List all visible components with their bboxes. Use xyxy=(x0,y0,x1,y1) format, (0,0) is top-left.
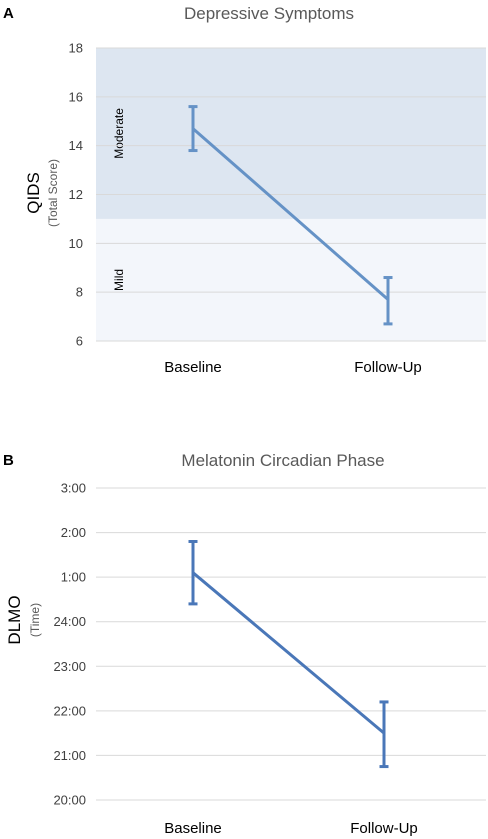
x-tick-label: Follow-Up xyxy=(354,359,422,376)
y-tick-label: 3:00 xyxy=(61,481,86,496)
y-tick-label: 10 xyxy=(69,236,83,251)
y-tick-label: 24:00 xyxy=(53,614,86,629)
band-moderate xyxy=(96,48,486,219)
band-label-moderate: Moderate xyxy=(112,108,126,159)
panel-b: B Melatonin Circadian Phase 20:00 21:00 22… xyxy=(3,451,486,837)
severity-bands: Mild Moderate xyxy=(96,48,486,341)
y-tick-label: 16 xyxy=(69,89,83,104)
y-tick-labels: 20:00 21:00 22:00 23:00 24:00 1:00 2:00 3:00 xyxy=(53,481,86,808)
y-tick-label: 12 xyxy=(69,187,83,202)
y-tick-label: 18 xyxy=(69,41,83,56)
series xyxy=(188,105,393,326)
y-tick-label: 6 xyxy=(76,334,83,349)
y-tick-label: 23:00 xyxy=(53,659,86,674)
x-tick-labels: Baseline Follow-Up xyxy=(164,359,422,376)
series-line xyxy=(192,571,385,735)
panel-letter: B xyxy=(3,452,14,469)
y-tick-label: 21:00 xyxy=(53,748,86,763)
y-axis-title: DLMO xyxy=(5,595,24,644)
chart-title: Melatonin Circadian Phase xyxy=(181,451,384,470)
x-tick-label: Follow-Up xyxy=(350,820,418,837)
chart-title: Depressive Symptoms xyxy=(184,4,354,23)
panel-a: Mild Moderate A Depressive Symptoms 6 8 10 1… xyxy=(3,4,486,376)
y-tick-label: 20:00 xyxy=(53,793,86,808)
y-axis-subtitle: (Time) xyxy=(28,603,42,637)
series-line xyxy=(192,127,389,301)
y-tick-label: 22:00 xyxy=(53,703,86,718)
gridlines xyxy=(96,47,486,342)
panel-letter: A xyxy=(3,5,14,22)
y-tick-label: 8 xyxy=(76,285,83,300)
y-axis-title: QIDS xyxy=(24,172,43,214)
y-tick-labels: 6 8 10 12 14 16 18 xyxy=(69,41,83,349)
y-tick-label: 1:00 xyxy=(61,570,86,585)
series xyxy=(188,539,389,769)
x-tick-label: Baseline xyxy=(164,820,222,837)
y-tick-label: 2:00 xyxy=(61,525,86,540)
band-mild xyxy=(96,218,486,341)
y-tick-label: 14 xyxy=(69,138,83,153)
x-tick-labels: Baseline Follow-Up xyxy=(164,820,418,837)
gridlines xyxy=(96,487,486,801)
y-axis-subtitle: (Total Score) xyxy=(46,159,60,227)
band-label-mild: Mild xyxy=(112,269,126,291)
x-tick-label: Baseline xyxy=(164,359,222,376)
